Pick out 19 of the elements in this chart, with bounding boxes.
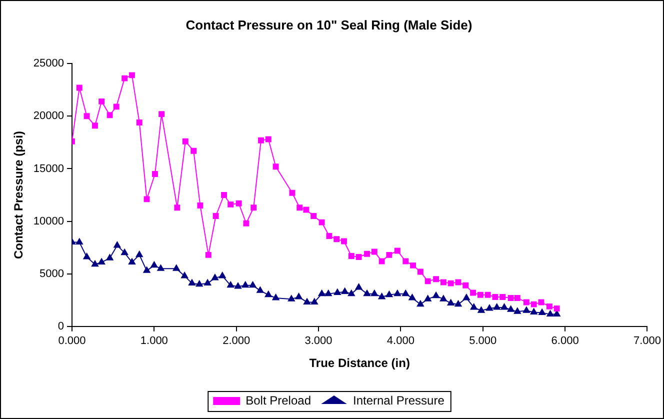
x-tick-label: 7.000 [633,335,661,348]
x-tick-label: 6.000 [551,335,579,348]
legend-label: Bolt Preload [246,393,311,408]
x-tick-label: 1.000 [140,335,168,348]
legend-label: Internal Pressure [353,393,445,408]
x-axis-title: True Distance (in) [309,356,410,370]
y-tick-label: 20000 [33,110,64,122]
x-tick-label: 5.000 [469,335,497,348]
y-tick-label: 25000 [33,58,64,70]
y-tick-label: 5000 [40,268,64,280]
chart-title: Contact Pressure on 10" Seal Ring (Male Side) [186,17,472,32]
x-tick-label: 4.000 [386,335,414,348]
y-axis-title: Contact Pressure (psi) [12,130,26,260]
y-tick-label: 15000 [33,162,64,175]
y-tick-label: 0 [58,320,64,332]
y-tick-label: 10000 [33,215,64,228]
x-tick-label: 0.000 [58,335,86,348]
x-tick-label: 3.000 [304,335,332,348]
x-tick-label: 2.000 [222,335,250,348]
